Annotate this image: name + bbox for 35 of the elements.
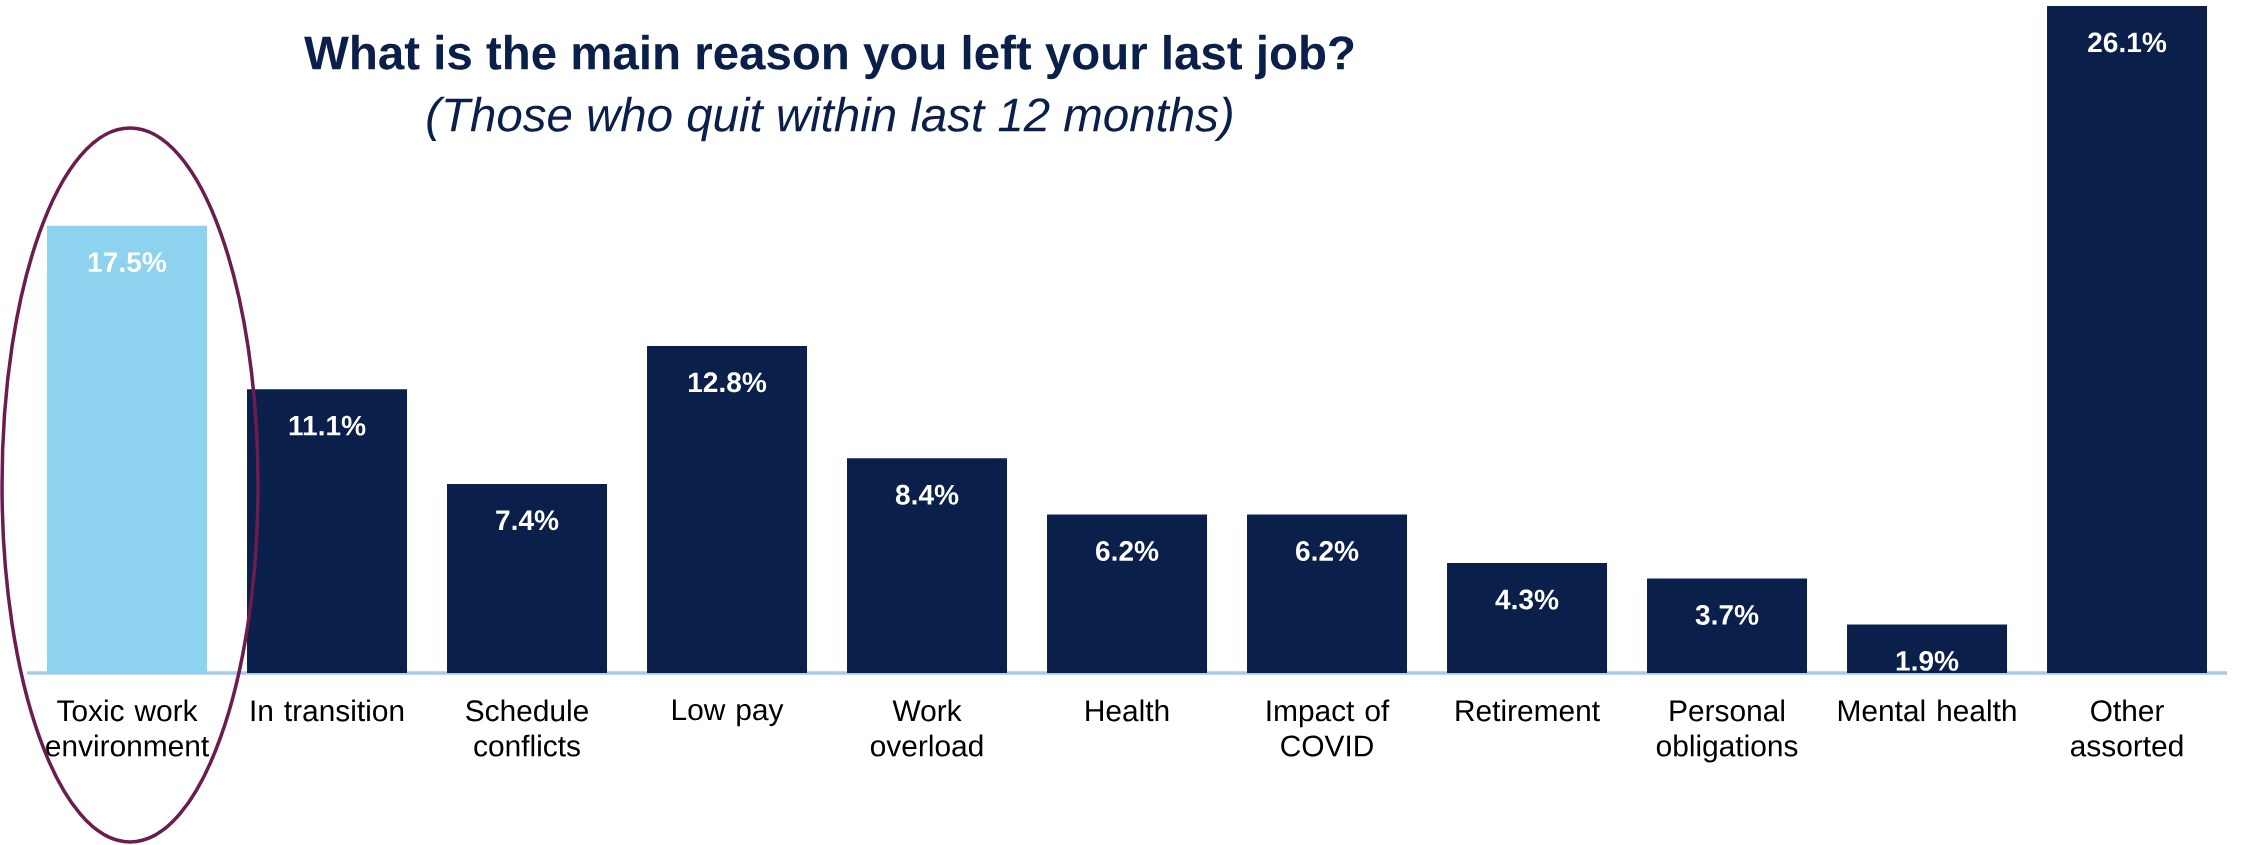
bar [447, 483, 608, 673]
text: What is the main reason you left your last job? [304, 34, 1354, 80]
x-tick-label: Retirement [1456, 699, 1600, 722]
bar [247, 389, 408, 673]
data-label: 6.2% [1296, 541, 1359, 561]
data-label: 7.4% [496, 510, 559, 531]
x-tick-label: Impact of COVID [1267, 699, 1390, 757]
x-tick-label: Toxic work environment [46, 699, 209, 757]
data-label: 3.7% [1695, 604, 1759, 625]
data-label: 11.1% [289, 415, 366, 436]
data-label: 8.4% [895, 484, 959, 505]
data-label: 26.1% [2088, 32, 2167, 53]
x-tick-label: Low pay [672, 699, 784, 727]
bar [847, 458, 1008, 673]
data-label: 17.5% [88, 252, 167, 273]
x-tick-label: Health [1086, 699, 1169, 722]
bar [47, 225, 208, 673]
bar [1047, 514, 1208, 673]
text: (Those who quit within last 12 months) [427, 96, 1232, 142]
bar [2047, 5, 2208, 673]
x-tick-label: Work overload [870, 699, 983, 757]
data-label: 4.3% [1495, 589, 1559, 610]
bar [1447, 563, 1608, 673]
x-tick-label: Other assorted [2071, 699, 2183, 757]
x-tick-label: Mental health [1838, 699, 2016, 722]
x-tick-label: Personal obligations [1656, 699, 1798, 763]
data-label: 6.2% [1096, 541, 1159, 561]
bar [1847, 624, 2008, 673]
x-tick-label: In transition [251, 699, 404, 722]
bar [647, 345, 808, 673]
data-label: 12.8% [688, 372, 767, 393]
bar [1647, 578, 1808, 673]
data-label: 1.9% [1896, 650, 1959, 671]
bar [1247, 514, 1408, 673]
x-tick-label: Schedule conflicts [466, 699, 588, 757]
